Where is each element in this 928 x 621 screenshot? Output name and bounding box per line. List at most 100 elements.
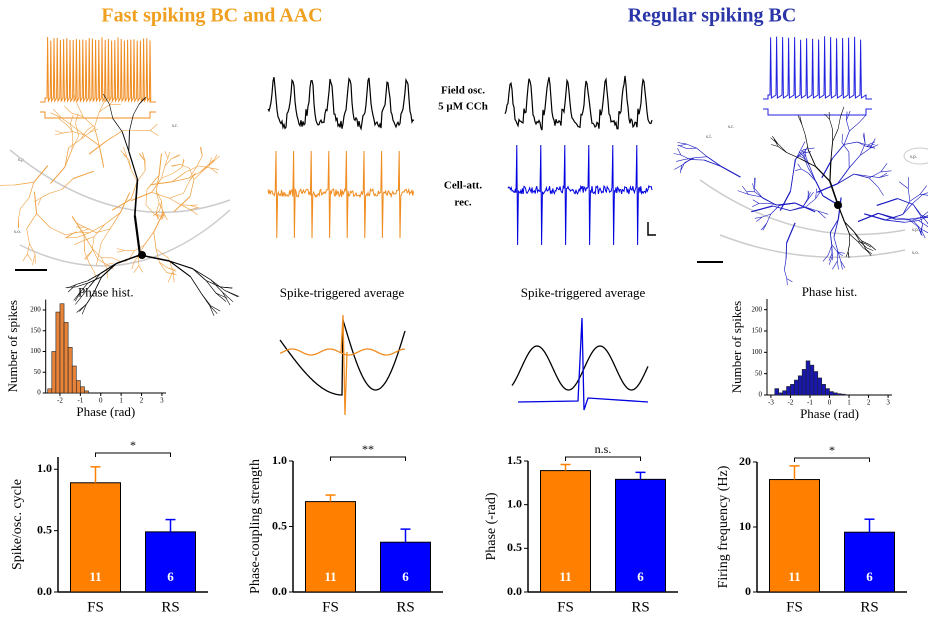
neurite: [143, 231, 155, 246]
layer-boundary: [9, 149, 231, 214]
neurite: [93, 276, 102, 293]
y-tick-label: 1.0: [507, 496, 522, 510]
neurite: [109, 97, 116, 105]
hist-bar: [794, 379, 799, 396]
neurite: [870, 144, 879, 149]
neurite: [829, 219, 839, 233]
neurite: [832, 144, 845, 159]
neurite: [849, 122, 860, 132]
neurite: [82, 236, 95, 242]
neurite: [785, 242, 788, 259]
neurite: [827, 245, 833, 256]
neurite: [185, 165, 200, 173]
neurite: [192, 268, 211, 281]
neurite: [155, 248, 169, 259]
neurite: [138, 97, 145, 105]
neurite: [920, 211, 928, 218]
neurite: [868, 177, 879, 188]
neurite: [179, 164, 190, 169]
neurite: [154, 214, 164, 218]
neurite: [170, 164, 180, 167]
neurite: [885, 219, 905, 223]
neurite: [224, 290, 240, 297]
neurite: [81, 286, 90, 297]
y-tick-label: 10: [739, 519, 751, 533]
significance-label: **: [362, 442, 374, 456]
hist-bar: [825, 388, 830, 396]
neurite: [678, 143, 687, 147]
neurite: [853, 173, 870, 179]
neurite: [55, 130, 63, 134]
neurite: [795, 168, 802, 171]
n-label: 6: [402, 569, 409, 584]
neurite: [100, 228, 111, 244]
neurite: [33, 165, 49, 183]
neurite: [155, 190, 162, 202]
field-trace: [267, 77, 415, 131]
neurite: [680, 162, 685, 171]
neurite: [99, 262, 117, 275]
neurite: [192, 268, 207, 281]
neurite: [849, 233, 858, 242]
neurite: [840, 106, 845, 118]
neurite: [70, 114, 74, 125]
neurite: [128, 130, 130, 152]
sta-title: Spike-triggered average: [521, 285, 646, 300]
x-tick-label: 3: [886, 399, 890, 407]
y-axis-label: Number of spikes: [729, 301, 744, 393]
neurite: [193, 169, 204, 180]
cell-trace: [507, 144, 653, 246]
neurite: [861, 240, 870, 246]
hist-bar: [797, 375, 803, 396]
hist-bar: [817, 377, 822, 396]
hist-bar: [84, 390, 89, 394]
neurite: [93, 271, 97, 279]
neurite: [201, 293, 210, 306]
sta-spike: [340, 314, 348, 416]
hist-bar: [837, 393, 842, 396]
y-tick-label: 20: [739, 454, 751, 468]
x-tick-label: 3: [160, 397, 164, 405]
neurite: [756, 216, 763, 222]
y-tick-label: 0.5: [37, 522, 52, 536]
cell-label: Cell-att.: [444, 180, 482, 192]
x-tick-label: 2: [867, 399, 871, 407]
sta-trace: [511, 345, 649, 391]
significance-bracket: [794, 457, 870, 462]
neurite: [119, 192, 131, 213]
chart-title: Phase hist.: [78, 285, 134, 300]
neurite: [67, 284, 77, 289]
neurite: [907, 188, 911, 202]
current-step: [763, 108, 872, 116]
neurite: [770, 205, 780, 215]
neurite: [189, 166, 198, 179]
neurite: [773, 139, 779, 147]
x-tick-label: 1: [119, 397, 123, 405]
neurite: [853, 231, 861, 242]
hist-bar: [813, 371, 819, 396]
neurite: [786, 152, 801, 159]
neurite: [96, 228, 111, 233]
chart-title: Phase hist.: [802, 284, 858, 299]
neurite: [162, 210, 165, 218]
neurite: [921, 214, 928, 219]
neurite: [116, 248, 125, 251]
neurite: [895, 219, 913, 221]
neurite: [857, 141, 867, 147]
x-tick-label: FS: [87, 599, 104, 615]
neurite: [830, 141, 834, 161]
neurite: [808, 192, 814, 200]
neurite: [777, 143, 787, 153]
y-axis-label: Spike/osc. cycle: [10, 479, 25, 570]
neurite: [91, 248, 98, 260]
x-tick-label: -2: [57, 397, 63, 405]
neurite: [91, 236, 95, 251]
neurite: [158, 203, 165, 213]
neurite: [83, 234, 85, 253]
x-tick-label: RS: [161, 599, 179, 615]
field-trace: [504, 75, 653, 131]
neurite: [754, 216, 763, 219]
neurite: [83, 234, 93, 249]
neurite: [878, 212, 895, 219]
layer-label: s.p.: [912, 228, 919, 233]
